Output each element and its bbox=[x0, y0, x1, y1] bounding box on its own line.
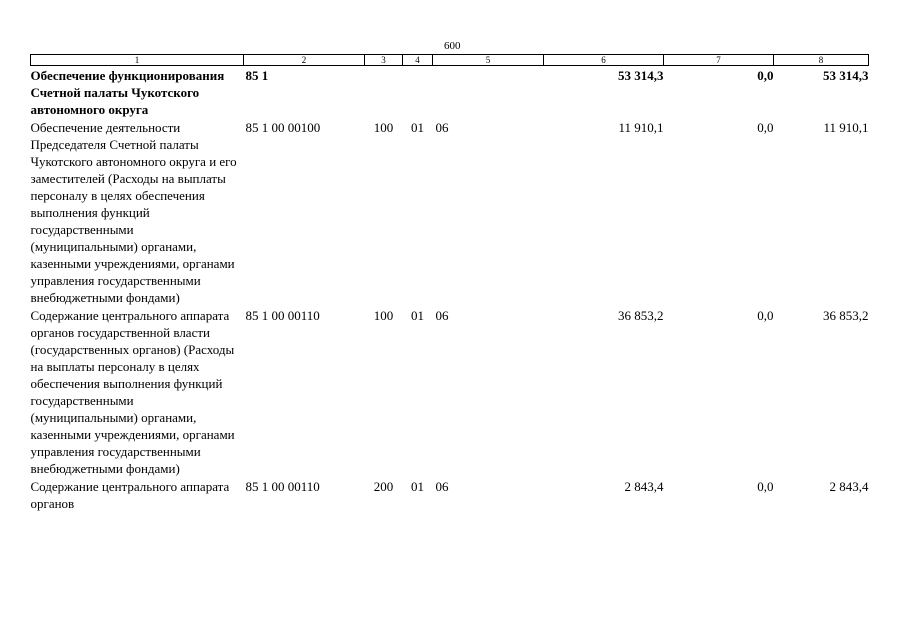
row-description: Обеспечение деятельности Председателя Сч… bbox=[30, 120, 237, 305]
row-description: Содержание центрального аппарата органов bbox=[30, 479, 230, 511]
row-amount-col7: 0,0 bbox=[757, 120, 774, 135]
row-amount-col7: 0,0 bbox=[757, 68, 774, 83]
row-section bbox=[403, 66, 433, 119]
column-header-2: 2 bbox=[243, 54, 365, 66]
table-row: Обеспечение деятельности Председателя Сч… bbox=[31, 118, 869, 306]
row-amount-col7: 0,0 bbox=[757, 308, 774, 323]
row-amount-col8: 11 910,1 bbox=[823, 120, 869, 135]
row-section: 01 bbox=[411, 308, 424, 323]
row-subsection: 06 bbox=[435, 479, 449, 494]
row-section: 01 bbox=[411, 120, 424, 135]
column-header-7: 7 bbox=[663, 54, 774, 66]
row-amount-col8: 2 843,4 bbox=[829, 479, 869, 494]
row-subsection: 06 bbox=[435, 120, 449, 135]
row-expense-type: 200 bbox=[373, 479, 394, 494]
row-amount-col6: 2 843,4 bbox=[624, 479, 664, 494]
row-amount-col6: 36 853,2 bbox=[618, 308, 664, 323]
row-target-code: 85 1 00 00110 bbox=[245, 479, 320, 494]
row-expense-type: 100 bbox=[373, 308, 394, 323]
row-section: 01 bbox=[411, 479, 424, 494]
row-amount-col8: 53 314,3 bbox=[823, 68, 869, 83]
row-subsection bbox=[433, 66, 544, 119]
row-amount-col7: 0,0 bbox=[757, 479, 774, 494]
column-header-1: 1 bbox=[30, 54, 244, 66]
row-amount-col6: 53 314,3 bbox=[618, 68, 664, 83]
row-subsection: 06 bbox=[435, 308, 449, 323]
row-description: Содержание центрального аппарата органов… bbox=[30, 308, 235, 476]
row-expense-type bbox=[365, 66, 403, 119]
column-header-3: 3 bbox=[364, 54, 403, 66]
row-amount-col6: 11 910,1 bbox=[618, 120, 664, 135]
column-header-5: 5 bbox=[432, 54, 544, 66]
column-header-6: 6 bbox=[543, 54, 664, 66]
table-body: Обеспечение функционирования Счетной пал… bbox=[31, 66, 869, 513]
column-header-8: 8 bbox=[773, 54, 869, 66]
row-target-code: 85 1 00 00110 bbox=[245, 308, 320, 323]
table-row: Содержание центрального аппарата органов… bbox=[31, 306, 869, 477]
row-description: Обеспечение функционирования Счетной пал… bbox=[30, 68, 225, 117]
table-row: Обеспечение функционирования Счетной пал… bbox=[31, 66, 869, 119]
row-target-code: 85 1 bbox=[245, 68, 269, 83]
table-header-row: 1 2 3 4 5 6 7 8 bbox=[30, 54, 869, 66]
column-header-4: 4 bbox=[402, 54, 433, 66]
page-number: 600 bbox=[444, 40, 461, 52]
table-row: Содержание центрального аппарата органов… bbox=[31, 477, 869, 512]
row-expense-type: 100 bbox=[373, 120, 394, 135]
row-target-code: 85 1 00 00100 bbox=[245, 120, 321, 135]
budget-table: 1 2 3 4 5 6 7 8 Обеспечение функциониров… bbox=[30, 54, 869, 512]
row-amount-col8: 36 853,2 bbox=[823, 308, 869, 323]
